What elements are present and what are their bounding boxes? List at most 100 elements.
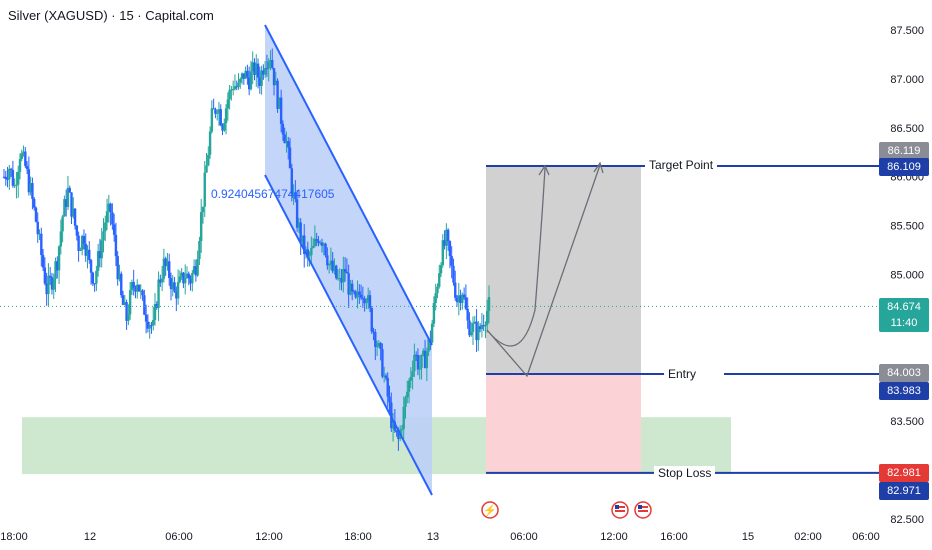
candle-body: [31, 183, 34, 199]
candle-body: [409, 376, 413, 381]
candle-body: [260, 70, 263, 86]
candle-body: [317, 240, 320, 243]
candle-body: [397, 432, 400, 440]
user-drawings[interactable]: [0, 24, 880, 496]
x-tick-label: 18:00: [0, 531, 28, 543]
candle-body: [308, 255, 311, 257]
stop-loss-label[interactable]: Stop Loss: [654, 466, 716, 480]
bolt-glyph: ⚡: [483, 504, 497, 517]
candle-body: [379, 343, 382, 350]
candle-body: [377, 343, 381, 347]
candle-body: [8, 168, 11, 180]
candle-body: [251, 62, 254, 72]
projection-path-2[interactable]: [486, 164, 601, 378]
candle-body: [258, 77, 262, 86]
candle-body: [233, 86, 237, 90]
candle-body: [210, 108, 214, 132]
candle-body: [370, 307, 373, 332]
candle-body: [274, 80, 278, 86]
candle-body: [178, 276, 182, 283]
candle-body: [141, 290, 144, 296]
candle-body: [418, 368, 421, 370]
candle-body: [199, 212, 203, 241]
candle-body: [372, 331, 375, 333]
candle-body: [79, 249, 82, 251]
candle-body: [462, 294, 466, 298]
candle-body: [116, 256, 119, 280]
candle-body: [423, 350, 427, 369]
candle-body: [295, 199, 299, 228]
candle-body: [255, 63, 258, 75]
candle-body: [96, 251, 100, 271]
candle-body: [73, 208, 77, 226]
candle-body: [13, 185, 16, 187]
candle-body: [212, 108, 215, 110]
candle-body: [391, 421, 395, 429]
channel-lower-line[interactable]: [264, 174, 433, 496]
candle-body: [454, 282, 457, 298]
event-markers[interactable]: ⚡: [481, 501, 652, 519]
candlestick-series: [2, 48, 491, 451]
event-bolt-icon[interactable]: [481, 501, 499, 519]
candle-body: [6, 178, 9, 180]
candle-body: [358, 291, 361, 295]
candle-body: [477, 326, 480, 341]
candle-body: [470, 331, 473, 336]
entry-label[interactable]: Entry: [664, 367, 701, 381]
candle-body: [201, 206, 205, 213]
candle-body: [137, 284, 141, 292]
y-tick-label: 87.500: [890, 25, 924, 37]
candle-body: [64, 199, 68, 207]
descending-channel-fill[interactable]: [265, 25, 432, 495]
candle-body: [420, 354, 423, 369]
candle-body: [180, 272, 183, 277]
candle-body: [452, 265, 455, 283]
candle-body: [434, 293, 437, 303]
channel-upper-line[interactable]: [264, 24, 433, 346]
candle-body: [207, 154, 210, 166]
candle-body: [95, 270, 98, 284]
target-upper-tag: 86.119: [879, 142, 929, 160]
candle-body: [43, 267, 47, 284]
stop-upper-tag: 82.981: [879, 464, 929, 482]
flag-stripe: [638, 506, 648, 508]
candle-body: [269, 60, 272, 62]
candle-body: [107, 203, 111, 212]
candle-body: [320, 242, 324, 246]
candle-body: [340, 278, 343, 283]
x-tick-label: 15: [742, 531, 754, 543]
candle-body: [285, 141, 288, 144]
candle-body: [230, 89, 233, 91]
x-tick-label: 12: [84, 531, 96, 543]
candle-body: [205, 165, 208, 173]
candle-body: [33, 198, 36, 208]
y-tick-label: 86.500: [890, 123, 924, 135]
candle-body: [109, 203, 112, 213]
candle-body: [223, 123, 226, 131]
candle-body: [352, 291, 356, 293]
candle-body: [136, 284, 139, 292]
x-tick-label: 06:00: [510, 531, 538, 543]
candle-body: [468, 320, 471, 336]
candle-body: [120, 273, 123, 296]
candle-body: [36, 221, 39, 235]
candle-body: [114, 234, 118, 257]
y-tick-label: 83.500: [890, 416, 924, 428]
candle-body: [214, 109, 217, 114]
stop-zone[interactable]: [486, 373, 641, 473]
candle-body: [59, 231, 63, 247]
candle-body: [187, 273, 190, 279]
candle-body: [40, 233, 43, 256]
candle-body: [267, 61, 270, 69]
projection-curve-1[interactable]: [486, 167, 546, 347]
target-point-label[interactable]: Target Point: [645, 158, 718, 172]
candle-body: [303, 235, 306, 255]
y-tick-label: 82.500: [890, 514, 924, 526]
candle-body: [278, 97, 281, 109]
candle-body: [276, 80, 279, 109]
candle-body: [432, 302, 436, 324]
candle-body: [265, 68, 269, 70]
candle-body: [61, 216, 64, 232]
candle-body: [294, 192, 297, 200]
